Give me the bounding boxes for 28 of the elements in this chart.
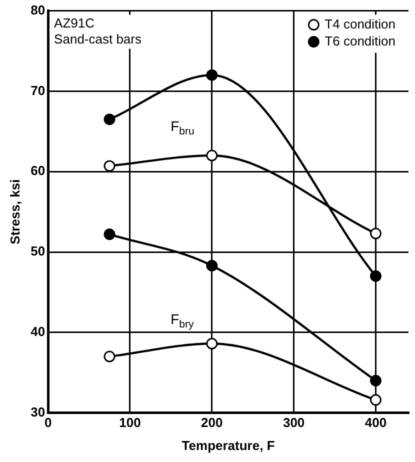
point bbox=[206, 150, 218, 162]
x-tick-label: 200 bbox=[201, 415, 223, 430]
y-tick-label: 50 bbox=[30, 244, 46, 259]
legend-label: T6 condition bbox=[324, 33, 396, 48]
point bbox=[370, 228, 382, 240]
legend-label: T4 condition bbox=[324, 16, 396, 32]
point bbox=[206, 260, 218, 272]
y-axis-title: Stress, ksi bbox=[7, 179, 22, 244]
y-tick-label: 70 bbox=[30, 82, 46, 98]
y-tick-label: 40 bbox=[30, 324, 46, 339]
point bbox=[104, 114, 116, 126]
annotation: AZ91C Sand-cast bars bbox=[54, 15, 142, 46]
x-tick-label: 400 bbox=[364, 415, 387, 430]
point bbox=[104, 350, 116, 362]
point bbox=[370, 270, 382, 282]
x-axis-title: Temperature, F bbox=[182, 438, 275, 453]
point bbox=[104, 160, 116, 172]
point bbox=[206, 69, 218, 81]
point bbox=[206, 338, 218, 350]
y-tick-label: 60 bbox=[30, 163, 46, 178]
x-tick-label: 100 bbox=[119, 415, 141, 430]
x-tick-label: 300 bbox=[282, 415, 305, 430]
point bbox=[104, 228, 116, 240]
y-tick-label: 30 bbox=[30, 404, 46, 420]
point bbox=[370, 394, 382, 406]
point bbox=[370, 374, 382, 386]
x-tick-label: 0 bbox=[44, 415, 52, 430]
y-tick-label: 80 bbox=[30, 2, 46, 18]
